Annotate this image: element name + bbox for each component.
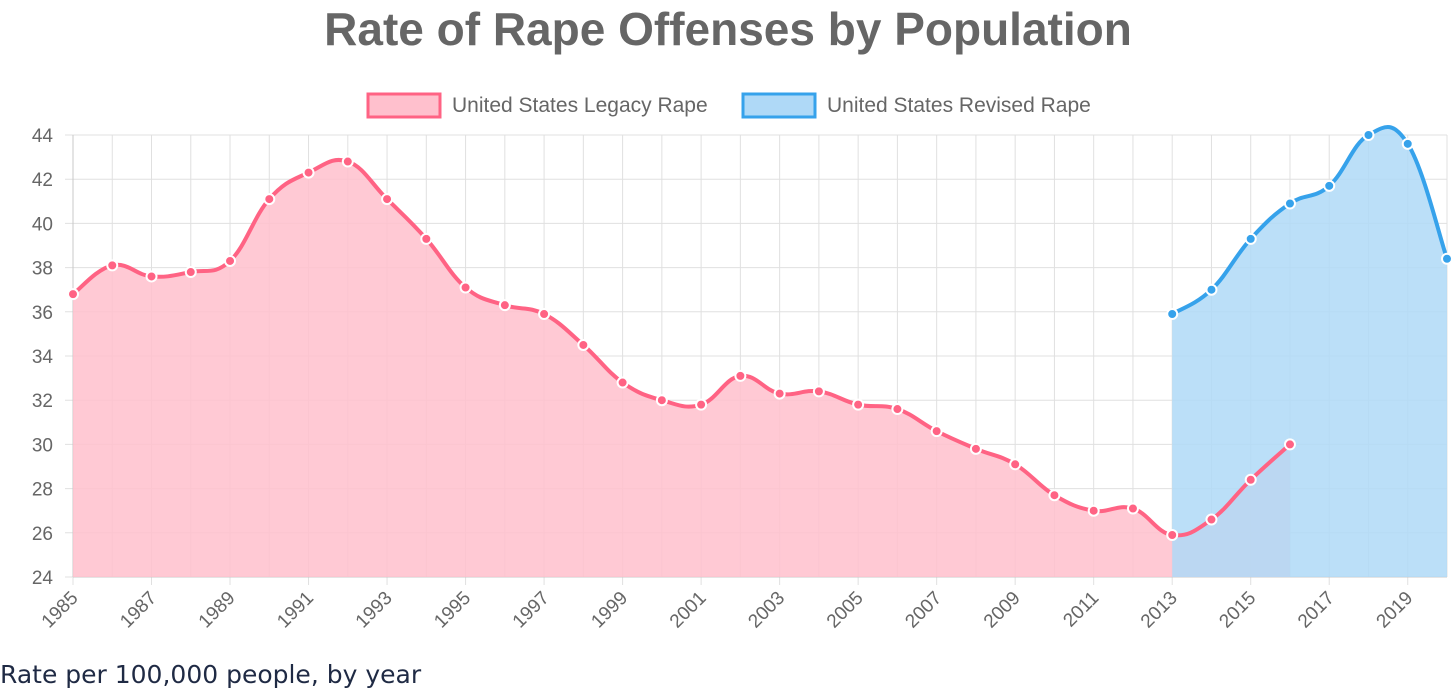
x-tick-label: 1999 (587, 588, 632, 633)
legend-swatch-0 (366, 92, 442, 119)
x-tick-label: 1995 (430, 588, 475, 633)
series-area-0 (73, 159, 1290, 578)
legend-label-0: United States Legacy Rape (452, 94, 708, 117)
data-point (1048, 489, 1061, 502)
chart-caption: Rate per 100,000 people, by year (0, 660, 422, 689)
series-area-1 (1172, 126, 1447, 578)
legend: United States Legacy Rape United States R… (366, 92, 1091, 119)
data-point (1362, 129, 1375, 141)
data-point (1126, 502, 1139, 515)
data-point (616, 376, 629, 389)
data-point (224, 254, 237, 267)
x-tick-label: 2015 (1216, 588, 1261, 633)
data-point (145, 270, 158, 283)
data-point (969, 442, 982, 455)
x-tick-label: 2007 (901, 588, 946, 633)
x-tick-label: 2019 (1373, 588, 1418, 633)
data-point (1283, 197, 1296, 210)
y-tick-label: 34 (32, 347, 54, 368)
y-tick-label: 42 (32, 170, 53, 191)
data-point (695, 398, 708, 411)
x-tick-label: 2003 (744, 588, 789, 633)
data-point (852, 398, 865, 411)
data-point (1087, 504, 1100, 517)
x-tick-label: 2017 (1294, 588, 1339, 633)
data-point (1009, 458, 1022, 471)
data-point (1205, 283, 1218, 296)
x-tick-label: 2011 (1059, 588, 1103, 632)
series-points (67, 129, 1453, 542)
data-point (1205, 513, 1218, 526)
data-point (891, 403, 904, 416)
data-point (1323, 179, 1336, 192)
data-point (263, 193, 276, 206)
data-point (459, 281, 472, 294)
data-point (734, 369, 747, 382)
y-tick-label: 36 (32, 303, 53, 324)
x-axis-ticks: 1985 1987 1989 1991 1993 1995 1997 1999 2001 2003… (38, 588, 1417, 633)
data-point (1441, 252, 1453, 265)
x-tick-label: 1985 (38, 588, 83, 633)
data-point (1244, 473, 1257, 486)
x-tick-label: 1987 (116, 588, 161, 633)
data-point (812, 385, 825, 398)
x-tick-label: 1989 (195, 588, 240, 633)
y-tick-label: 32 (32, 391, 53, 412)
y-tick-label: 40 (32, 214, 53, 235)
data-point (420, 232, 433, 245)
data-point (773, 387, 786, 400)
data-point (577, 338, 590, 351)
data-point (498, 299, 511, 312)
data-point (341, 155, 354, 168)
y-axis-ticks: 24 26 28 30 32 34 36 38 40 42 44 (32, 126, 54, 589)
data-point (106, 259, 119, 272)
y-tick-label: 26 (32, 524, 53, 545)
data-point (655, 394, 668, 407)
y-tick-label: 44 (32, 126, 54, 147)
y-tick-label: 38 (32, 259, 53, 280)
y-tick-label: 30 (32, 435, 53, 456)
y-tick-label: 24 (32, 568, 54, 589)
data-point (67, 288, 79, 301)
data-point (1166, 529, 1179, 542)
data-point (930, 425, 943, 438)
chart-title: Rate of Rape Offenses by Population (324, 3, 1132, 55)
data-point (1283, 438, 1296, 451)
data-point (1401, 137, 1414, 150)
legend-swatch-1 (741, 92, 817, 119)
x-tick-label: 2013 (1137, 588, 1182, 633)
x-tick-label: 2005 (823, 588, 868, 633)
x-tick-label: 1991 (273, 588, 318, 633)
series-areas (73, 126, 1447, 578)
data-point (381, 193, 394, 206)
legend-label-1: United States Revised Rape (827, 94, 1091, 117)
x-tick-label: 2001 (666, 588, 711, 633)
x-tick-label: 1993 (352, 588, 397, 633)
x-tick-label: 2009 (980, 588, 1025, 633)
data-point (184, 266, 197, 279)
data-point (1244, 232, 1257, 245)
data-point (538, 308, 551, 321)
x-tick-label: 1997 (509, 588, 554, 633)
data-point (1166, 308, 1179, 321)
y-tick-label: 28 (32, 480, 53, 501)
data-point (302, 166, 315, 179)
